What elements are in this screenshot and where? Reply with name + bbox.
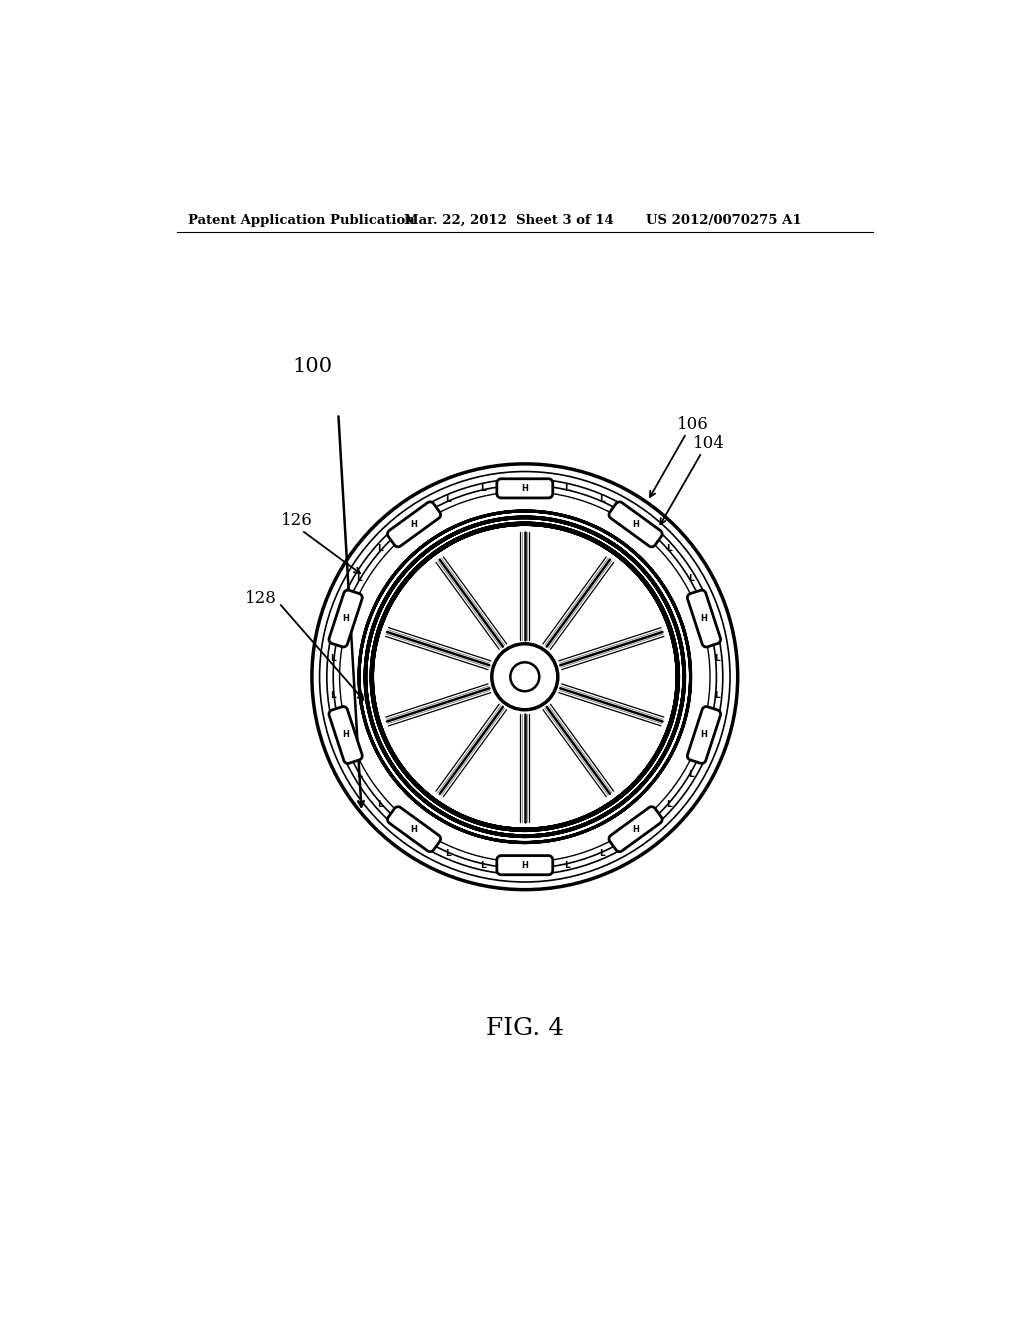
Text: 106: 106 [677,416,709,433]
Text: L: L [667,544,673,553]
Polygon shape [387,502,440,546]
Polygon shape [687,706,721,763]
Text: L: L [377,800,383,809]
Text: L: L [445,495,451,504]
Text: L: L [564,861,569,870]
Text: L: L [355,771,361,779]
Text: L: L [688,771,694,779]
Polygon shape [687,590,721,647]
Text: L: L [377,544,383,553]
Text: H: H [521,484,528,492]
Text: H: H [700,730,708,739]
Text: L: L [667,800,673,809]
Text: H: H [700,614,708,623]
Text: 126: 126 [281,512,312,529]
Polygon shape [329,590,362,647]
Text: 100: 100 [292,356,333,376]
Text: L: L [480,861,485,870]
Text: L: L [480,484,485,492]
Text: L: L [355,574,361,583]
Text: H: H [632,520,639,529]
Text: 128: 128 [245,590,276,607]
Text: H: H [342,730,349,739]
Text: L: L [599,849,604,858]
Text: H: H [521,861,528,870]
Circle shape [510,663,540,692]
Polygon shape [387,807,440,851]
Polygon shape [329,706,362,763]
Text: L: L [330,653,336,663]
Text: L: L [599,495,604,504]
Text: L: L [330,690,336,700]
Polygon shape [609,807,663,851]
Text: H: H [411,520,418,529]
Text: H: H [411,825,418,834]
Text: 104: 104 [692,434,725,451]
Text: US 2012/0070275 A1: US 2012/0070275 A1 [646,214,802,227]
Polygon shape [497,479,553,498]
Text: Patent Application Publication: Patent Application Publication [188,214,415,227]
Circle shape [492,644,558,710]
Polygon shape [609,502,663,546]
Text: L: L [714,653,720,663]
Text: L: L [688,574,694,583]
Text: FIG. 4: FIG. 4 [485,1016,564,1040]
Text: L: L [445,849,451,858]
Polygon shape [497,855,553,875]
Text: H: H [342,614,349,623]
Text: L: L [714,690,720,700]
Text: Mar. 22, 2012  Sheet 3 of 14: Mar. 22, 2012 Sheet 3 of 14 [403,214,613,227]
Text: L: L [564,484,569,492]
Text: H: H [632,825,639,834]
